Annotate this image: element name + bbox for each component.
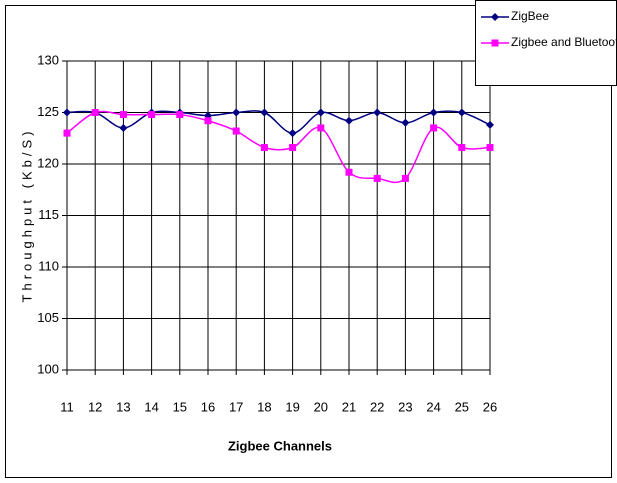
marker bbox=[316, 108, 325, 117]
x-tick-label: 26 bbox=[483, 399, 497, 414]
marker bbox=[430, 124, 438, 132]
x-tick-label: 14 bbox=[144, 399, 158, 414]
x-axis-title: Zigbee Channels bbox=[228, 438, 332, 453]
x-tick-label: 15 bbox=[173, 399, 187, 414]
marker bbox=[260, 144, 268, 152]
x-tick-label: 24 bbox=[426, 399, 440, 414]
marker bbox=[486, 144, 494, 152]
marker bbox=[429, 108, 438, 117]
x-tick-label: 23 bbox=[398, 399, 412, 414]
marker bbox=[345, 116, 353, 125]
marker bbox=[91, 109, 99, 116]
marker bbox=[232, 127, 240, 135]
x-tick-label: 11 bbox=[60, 399, 74, 414]
y-tick-label: 125 bbox=[37, 104, 59, 119]
marker bbox=[289, 144, 297, 152]
marker bbox=[401, 174, 409, 182]
x-tick-label: 17 bbox=[229, 399, 243, 414]
marker bbox=[486, 120, 494, 129]
legend-label: ZigBee bbox=[511, 9, 549, 23]
y-tick-label: 100 bbox=[37, 361, 59, 376]
marker bbox=[119, 111, 127, 119]
marker bbox=[232, 108, 241, 117]
marker bbox=[288, 129, 297, 138]
legend-label: Zigbee and Bluetooth bbox=[511, 35, 617, 49]
series-line bbox=[66, 110, 491, 134]
marker bbox=[373, 174, 381, 182]
marker bbox=[491, 39, 499, 47]
marker bbox=[260, 108, 269, 117]
x-tick-label: 12 bbox=[88, 399, 102, 414]
y-tick-label: 130 bbox=[37, 52, 59, 67]
y-tick-label: 115 bbox=[38, 207, 59, 222]
x-tick-label: 16 bbox=[201, 399, 215, 414]
marker bbox=[63, 108, 71, 117]
marker bbox=[204, 117, 212, 125]
y-tick-label: 110 bbox=[38, 258, 59, 273]
x-tick-label: 18 bbox=[257, 399, 271, 414]
marker bbox=[317, 124, 325, 132]
marker bbox=[148, 111, 156, 119]
x-tick-label: 21 bbox=[342, 399, 356, 414]
marker bbox=[63, 129, 71, 137]
marker bbox=[491, 13, 499, 21]
marker bbox=[345, 168, 353, 176]
marker bbox=[119, 123, 128, 132]
marker bbox=[373, 108, 382, 117]
y-tick-label: 120 bbox=[37, 155, 59, 170]
y-axis-title: Throughput (Kb/S) bbox=[19, 128, 34, 303]
x-tick-label: 13 bbox=[116, 399, 130, 414]
x-tick-label: 22 bbox=[370, 399, 384, 414]
x-tick-label: 25 bbox=[455, 399, 469, 414]
x-tick-label: 19 bbox=[285, 399, 299, 414]
marker bbox=[458, 144, 466, 152]
x-tick-label: 20 bbox=[314, 399, 328, 414]
marker bbox=[176, 111, 184, 119]
marker bbox=[457, 108, 466, 117]
marker bbox=[401, 118, 410, 127]
series-line bbox=[66, 110, 491, 184]
y-tick-label: 105 bbox=[37, 310, 59, 325]
